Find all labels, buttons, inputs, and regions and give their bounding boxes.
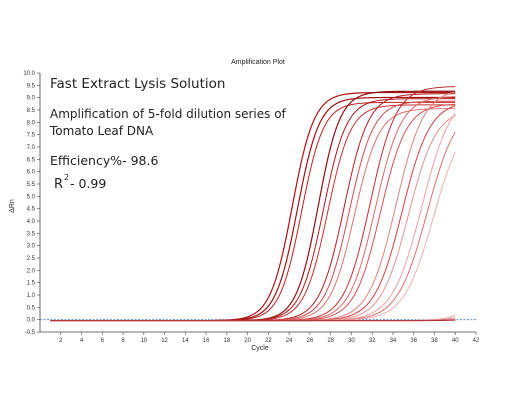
annotation-description-line2: Tomato Leaf DNA — [49, 124, 154, 138]
x-tick-label: 2 — [59, 338, 63, 344]
y-tick-label: 1.5 — [27, 281, 36, 287]
chart-title: Amplification Plot — [231, 59, 285, 66]
y-tick-label: 6.5 — [27, 157, 36, 163]
y-tick-label: 3.5 — [27, 231, 36, 237]
x-tick-label: 10 — [140, 338, 147, 344]
y-tick-label: 8.0 — [27, 120, 36, 126]
y-tick-label: 2.5 — [27, 256, 36, 262]
annotation-description-line1: Amplification of 5-fold dilution series … — [50, 107, 287, 121]
x-tick-label: 32 — [369, 338, 376, 344]
x-tick-label: 12 — [161, 338, 168, 344]
y-tick-label: 9.5 — [27, 83, 36, 89]
x-tick-label: 28 — [327, 338, 334, 344]
amplification-curve — [50, 319, 456, 322]
y-tick-label: 7.5 — [27, 133, 36, 139]
y-tick-label: 9.0 — [27, 96, 36, 102]
y-axis-label: ΔRn — [9, 199, 16, 213]
x-tick-label: 14 — [182, 338, 189, 344]
y-tick-label: 4.0 — [27, 219, 36, 225]
x-tick-label: 36 — [410, 338, 417, 344]
x-axis: 2 4 6 8 10 12 14 16 18 20 22 24 26 28 30 32 34 36 38 40 42 — [40, 331, 480, 344]
y-tick-label: 10.0 — [23, 71, 35, 77]
x-tick-label: 18 — [224, 338, 231, 344]
y-tick-label: 4.5 — [27, 207, 36, 213]
y-tick-label: 5.5 — [27, 182, 36, 188]
amplification-curve — [50, 113, 456, 322]
y-tick-label: 5.0 — [27, 194, 36, 200]
annotation-r-squared-exponent: 2 — [64, 173, 69, 182]
x-axis-label: Cycle — [251, 345, 269, 352]
amplification-curves — [50, 86, 456, 322]
x-tick-label: 22 — [265, 338, 272, 344]
annotation-product: Fast Extract Lysis Solution — [50, 76, 225, 92]
x-tick-label: 4 — [80, 338, 84, 344]
x-tick-label: 38 — [431, 338, 438, 344]
y-tick-label: 3.0 — [27, 244, 36, 250]
y-tick-label: 1.0 — [27, 293, 36, 299]
y-tick-label: 8.5 — [27, 108, 36, 114]
y-tick-label: 6.0 — [27, 170, 36, 176]
y-tick-label: 7.0 — [27, 145, 36, 151]
y-tick-label: 2.0 — [27, 268, 36, 274]
annotation-r-squared-symbol: R — [54, 177, 63, 192]
y-axis: -0.5 0.0 0.5 1.0 1.5 2.0 2.5 3.0 3.5 4.0 4.5 5.0 5.5… — [23, 71, 41, 336]
x-tick-label: 6 — [101, 338, 105, 344]
x-tick-label: 20 — [244, 338, 251, 344]
y-tick-label: -0.5 — [25, 330, 36, 336]
annotation-efficiency: Efficiency%- 98.6 — [50, 153, 158, 168]
x-tick-label: 16 — [203, 338, 210, 344]
y-tick-label: 0.0 — [27, 318, 36, 324]
x-tick-label: 34 — [390, 338, 397, 344]
x-tick-label: 30 — [348, 338, 355, 344]
amplification-curve — [50, 151, 456, 322]
x-tick-label: 8 — [121, 338, 125, 344]
y-tick-label: 0.5 — [27, 305, 36, 311]
annotation-r-squared-value: - 0.99 — [70, 176, 106, 191]
x-tick-label: 40 — [452, 338, 459, 344]
x-tick-label: 24 — [286, 338, 293, 344]
x-tick-label: 42 — [473, 338, 480, 344]
amplification-curve — [50, 86, 456, 322]
annotation-block: Fast Extract Lysis Solution Amplificatio… — [49, 76, 287, 192]
x-tick-label: 26 — [307, 338, 314, 344]
